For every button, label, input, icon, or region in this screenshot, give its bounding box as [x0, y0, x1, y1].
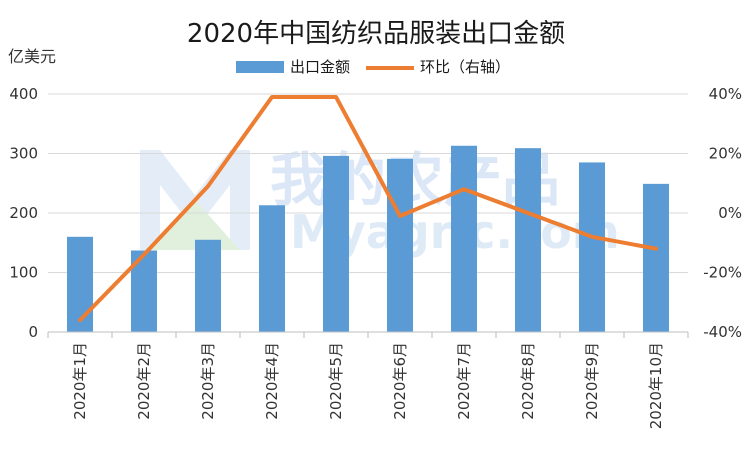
- line-series: [78, 94, 658, 323]
- x-tick-label: 2020年6月: [391, 342, 409, 420]
- y-right-tick-label: 20%: [709, 145, 742, 163]
- x-tick-label: 2020年8月: [519, 342, 537, 420]
- chart-title: 2020年中国纺织品服装出口金额: [187, 19, 565, 49]
- legend-label-bar: 出口金额: [290, 58, 350, 76]
- y-right-tick-label: -20%: [703, 264, 742, 282]
- y-left-tick-label: 0: [28, 323, 38, 341]
- bar: [323, 155, 349, 332]
- x-tick-label: 2020年2月: [135, 342, 153, 420]
- watermark-triangle: [150, 200, 240, 250]
- watermark-text-cn: 我的农产品: [270, 146, 560, 214]
- axes: 0 100 200 300 400 -40% -20% 0% 20% 40% 2020年1月 2020…: [9, 85, 742, 429]
- x-tick-label: 2020年9月: [583, 342, 601, 420]
- y-left-unit-label: 亿美元: [8, 47, 56, 66]
- bar: [387, 158, 413, 332]
- y-right-tick-label: 40%: [709, 85, 742, 103]
- bar: [67, 236, 93, 332]
- bar: [451, 145, 477, 332]
- x-tick-label: 2020年3月: [199, 342, 217, 420]
- legend: 出口金额 环比（右轴）: [236, 58, 510, 76]
- x-tick-label: 2020年5月: [327, 342, 345, 420]
- x-tick-label: 2020年10月: [647, 342, 665, 429]
- bar: [195, 239, 221, 332]
- y-left-tick-label: 400: [9, 85, 38, 103]
- x-tick-label: 2020年7月: [455, 342, 473, 420]
- line-series-path: [78, 94, 658, 323]
- x-tick-label: 2020年1月: [71, 342, 89, 420]
- y-left-tick-label: 200: [9, 204, 38, 222]
- y-left-tick-label: 100: [9, 264, 38, 282]
- y-left-tick-label: 300: [9, 145, 38, 163]
- legend-swatch-bar: [236, 61, 284, 73]
- y-right-tick-label: -40%: [703, 323, 742, 341]
- bar-series: [67, 145, 669, 332]
- y-right-tick-label: 0%: [718, 204, 742, 222]
- bar: [259, 205, 285, 332]
- bar: [643, 183, 669, 332]
- x-tick-label: 2020年4月: [263, 342, 281, 420]
- legend-label-line: 环比（右轴）: [420, 58, 510, 76]
- bar: [515, 148, 541, 332]
- bar: [579, 162, 605, 332]
